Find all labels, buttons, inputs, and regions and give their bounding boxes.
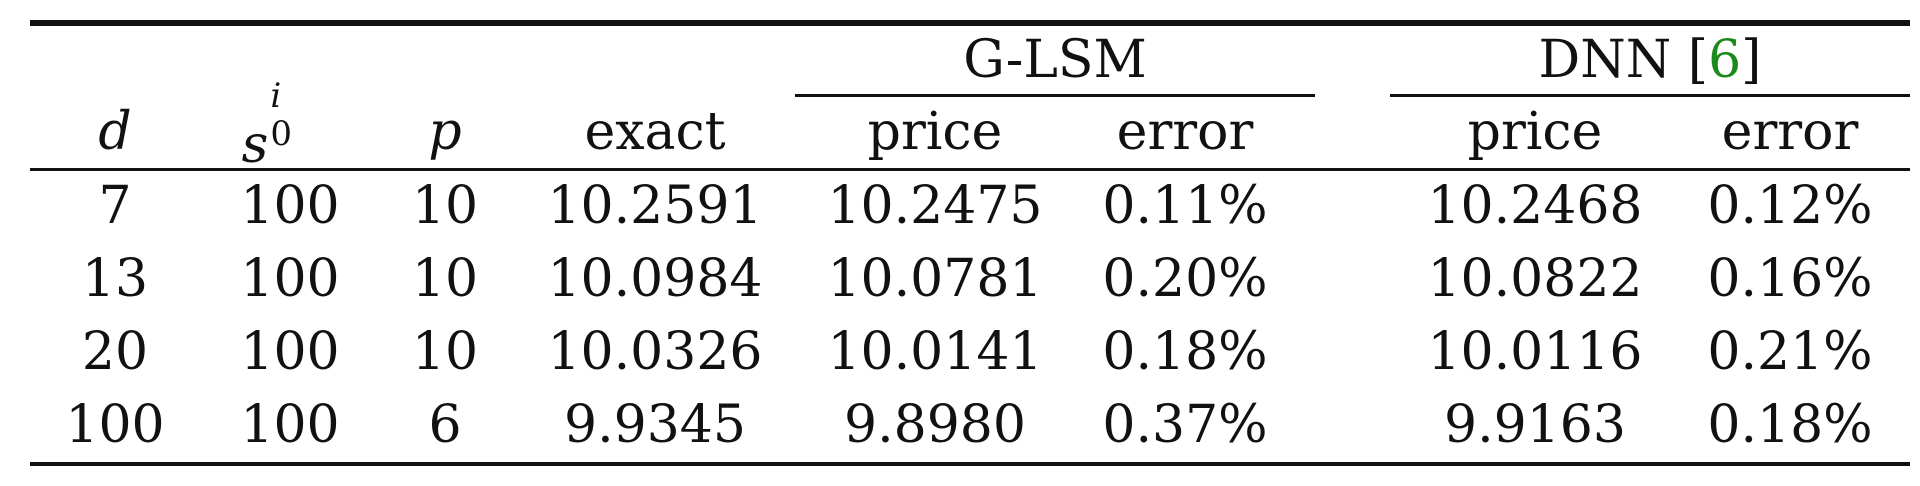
table-cell-dnn-error: 0.12% [1707, 176, 1873, 236]
table-cell-glsm-price: 10.0781 [827, 249, 1043, 309]
top-rule [30, 20, 1910, 26]
column-header-glsm-error: error [1116, 102, 1254, 162]
table-cell-d: 7 [98, 176, 132, 236]
table-cell-exact: 10.0326 [547, 322, 763, 382]
table-cell-dnn-error: 0.18% [1707, 395, 1873, 455]
bottom-rule [30, 462, 1910, 466]
table-cell-p: 10 [411, 176, 479, 236]
table-cell-p: 10 [411, 249, 479, 309]
s0-symbol: s [241, 115, 269, 175]
table-cell-dnn-price: 9.9163 [1444, 395, 1626, 455]
glsm-group-header: G-LSM [963, 30, 1147, 90]
dnn-group-rule [1390, 94, 1910, 97]
s0-subscript: 0 [270, 114, 292, 154]
column-header-d: d [98, 102, 132, 162]
table-cell-s0: 100 [240, 395, 340, 455]
table-cell-glsm-error: 0.37% [1102, 395, 1268, 455]
table-cell-d: 20 [81, 322, 149, 382]
dnn-label: DNN [1538, 30, 1672, 90]
table-cell-exact: 9.9345 [564, 395, 746, 455]
table-cell-glsm-price: 10.0141 [827, 322, 1043, 382]
column-header-glsm-price: price [867, 102, 1003, 162]
column-header-exact: exact [584, 102, 726, 162]
table-cell-dnn-error: 0.21% [1707, 322, 1873, 382]
table-cell-glsm-error: 0.11% [1102, 176, 1268, 236]
column-header-p: p [428, 102, 462, 162]
column-header-dnn-error: error [1721, 102, 1859, 162]
table-cell-dnn-error: 0.16% [1707, 249, 1873, 309]
table-cell-exact: 10.2591 [547, 176, 763, 236]
column-header-dnn-price: price [1467, 102, 1603, 162]
table-cell-s0: 100 [240, 322, 340, 382]
table-cell-p: 6 [428, 395, 462, 455]
dnn-citation[interactable]: [6] [1687, 30, 1762, 90]
table-cell-glsm-error: 0.18% [1102, 322, 1268, 382]
table-cell-dnn-price: 10.0116 [1427, 322, 1643, 382]
citation-link[interactable]: 6 [1708, 30, 1742, 90]
table-cell-s0: 100 [240, 249, 340, 309]
table-cell-dnn-price: 10.2468 [1427, 176, 1643, 236]
s0-superscript: i [270, 76, 282, 116]
table-cell-dnn-price: 10.0822 [1427, 249, 1643, 309]
dnn-group-header: DNN [6] [1390, 30, 1910, 90]
table-cell-glsm-price: 9.8980 [844, 395, 1026, 455]
glsm-group-rule [795, 94, 1315, 97]
table-cell-d: 13 [81, 249, 149, 309]
table-cell-p: 10 [411, 322, 479, 382]
table-cell-glsm-error: 0.20% [1102, 249, 1268, 309]
table-cell-s0: 100 [240, 176, 340, 236]
table-cell-glsm-price: 10.2475 [827, 176, 1043, 236]
table-cell-exact: 10.0984 [547, 249, 763, 309]
header-rule [30, 168, 1910, 171]
table-cell-d: 100 [65, 395, 165, 455]
